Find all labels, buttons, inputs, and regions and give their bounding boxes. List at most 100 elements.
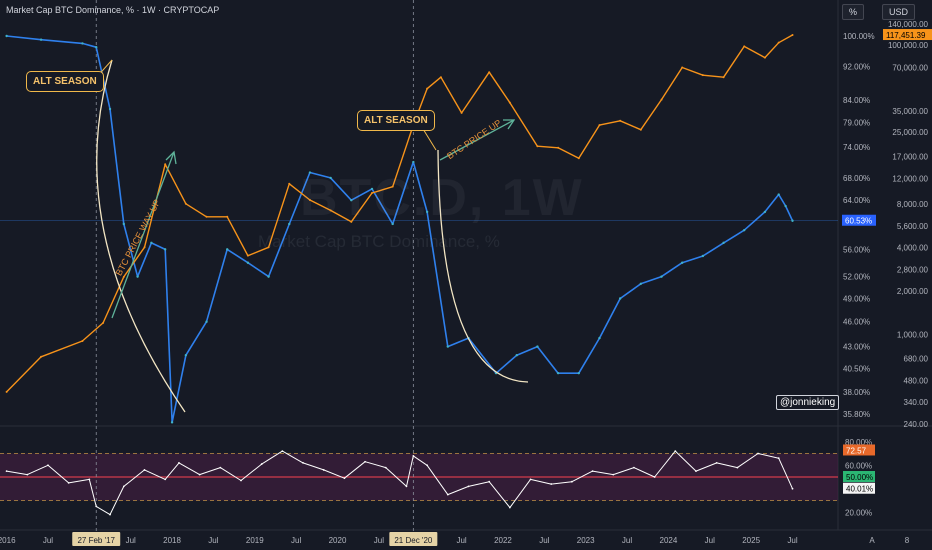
usd-tick-label: 12,000.00 — [892, 174, 928, 183]
price-tag-label: 117,451.39 — [886, 31, 926, 40]
btc-price-point — [460, 111, 463, 114]
oscillator-point — [674, 450, 677, 453]
btc-price-point — [81, 339, 84, 342]
oscillator-point — [426, 464, 429, 467]
usd-scale-button[interactable]: USD — [882, 4, 916, 20]
btc-price-point — [288, 182, 291, 185]
date-guides — [0, 0, 838, 532]
oscillator-point — [95, 505, 98, 508]
dominance-point — [150, 241, 153, 245]
percent-scale-button[interactable]: % — [842, 4, 865, 20]
btc-price-point — [439, 76, 442, 79]
oscillator-point — [198, 473, 201, 476]
oscillator-point — [633, 466, 635, 469]
btc-price-point — [777, 41, 780, 44]
pct-tick-label: 84.00% — [843, 96, 870, 105]
oscillator-point — [364, 460, 366, 463]
usd-tick-label: 4,000.00 — [897, 243, 929, 252]
usd-tick-label: 340.00 — [904, 398, 929, 407]
btc-price-point — [536, 145, 539, 148]
oscillator-point — [219, 466, 222, 469]
osc-tag-bg — [843, 482, 875, 494]
dominance-point — [308, 171, 312, 174]
btc-price-point — [164, 163, 167, 166]
oscillator-point — [122, 485, 125, 488]
usd-tick-label: 140,000.00 — [888, 20, 929, 29]
osc-tick-label: 60.00% — [845, 461, 872, 470]
btc-price-point — [660, 98, 663, 101]
pct-tick-label: 74.00% — [843, 143, 870, 152]
dominance-point — [639, 282, 643, 285]
dominance-point — [163, 248, 167, 251]
oscillator-point — [591, 470, 594, 473]
usd-tick-label: 17,000.00 — [892, 152, 928, 161]
dominance-point — [536, 345, 539, 348]
osc-tick-label: 20.00% — [845, 508, 872, 517]
oscillator-band — [0, 453, 838, 501]
btc-price-point — [184, 202, 187, 205]
btc-price-point — [557, 146, 560, 149]
oscillator-point — [164, 478, 167, 481]
time-tick-label: Jul — [705, 536, 715, 545]
oscillator-point — [178, 462, 180, 464]
dominance-point — [288, 222, 291, 226]
pct-tick-label: 100.00% — [843, 32, 875, 41]
series-group — [5, 34, 794, 516]
dominance-point — [425, 210, 429, 214]
time-tick-label: Jul — [43, 536, 53, 545]
oscillator-point — [467, 485, 470, 488]
dominance-point — [95, 46, 98, 49]
btc-price-point — [329, 209, 332, 212]
btc-price-point — [598, 124, 601, 127]
author-handle: @jonnieking — [776, 395, 840, 410]
oscillator-point — [757, 452, 759, 455]
alt-season-callout-2: ALT SEASON — [357, 110, 435, 131]
dominance-point — [515, 354, 518, 357]
dominance-point — [329, 176, 332, 180]
osc-tag-bg — [843, 471, 875, 482]
time-tick-label: 2023 — [577, 536, 595, 545]
oscillator-point — [715, 462, 718, 464]
dominance-point — [660, 275, 663, 278]
dominance-point — [267, 275, 270, 278]
name-watermark: Market Cap BTC Dominance, % — [258, 232, 500, 251]
dominance-point — [122, 222, 126, 226]
oscillator-point — [550, 483, 553, 485]
dominance-point — [784, 204, 787, 208]
oscillator-point — [343, 477, 346, 480]
usd-tick-label: 25,000.00 — [892, 128, 928, 137]
time-tick-label: Jul — [208, 536, 218, 545]
usd-tick-label: 1,000.00 — [897, 330, 929, 339]
pct-tick-label: 40.50% — [843, 365, 870, 374]
alt-season-arc-1 — [96, 59, 186, 413]
time-tick-label: Jul — [126, 536, 136, 545]
btc-price-point — [722, 76, 725, 79]
btc-price-line — [6, 34, 793, 393]
usd-tick-label: 5,600.00 — [897, 222, 929, 231]
dominance-tag-bg — [842, 214, 876, 226]
oscillator-point — [571, 480, 573, 483]
oscillator-point — [281, 450, 284, 453]
dominance-point — [777, 193, 780, 196]
btc-price-point — [102, 321, 105, 324]
pct-tick-label: 68.00% — [843, 174, 870, 183]
btc-price-point — [226, 215, 229, 218]
dominance-point — [701, 254, 705, 258]
btc-price-point — [308, 198, 311, 201]
dominance-line — [6, 35, 794, 424]
dominance-point — [205, 320, 208, 323]
pct-tick-label: 49.00% — [843, 295, 870, 304]
osc-tag-bg — [843, 444, 875, 456]
pct-tick-label: 38.00% — [843, 388, 870, 397]
price-tag-bg — [883, 29, 932, 41]
time-marker-bg — [72, 532, 121, 546]
usd-tick-label: 480.00 — [904, 376, 929, 385]
btc-price-point — [508, 101, 511, 104]
markers — [93, 59, 529, 413]
oscillator-point — [26, 473, 29, 476]
oscillator-point — [695, 470, 697, 473]
pct-tick-label: 92.00% — [843, 63, 870, 72]
dominance-tag-label: 60.53% — [845, 217, 872, 226]
time-tick-label: Jul — [291, 536, 301, 545]
